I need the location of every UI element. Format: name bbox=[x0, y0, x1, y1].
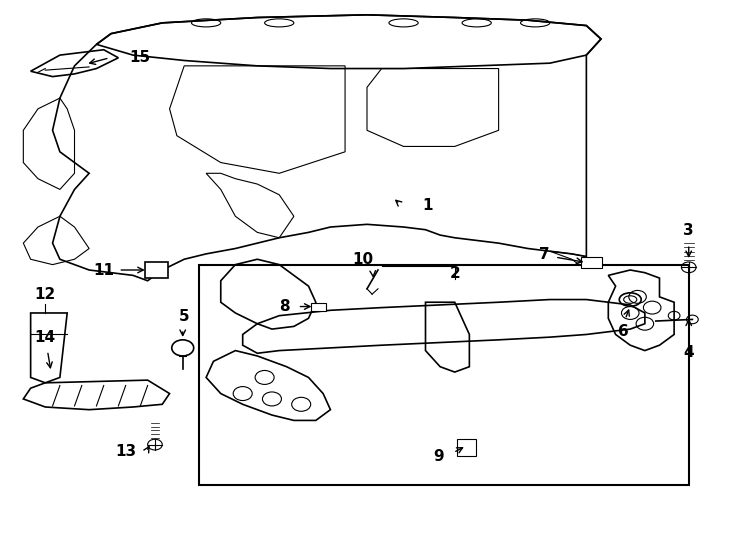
Text: 6: 6 bbox=[617, 323, 628, 339]
FancyBboxPatch shape bbox=[311, 303, 326, 311]
FancyBboxPatch shape bbox=[581, 256, 603, 268]
Text: 9: 9 bbox=[433, 449, 444, 464]
Text: 3: 3 bbox=[683, 223, 694, 238]
Text: 10: 10 bbox=[353, 252, 374, 267]
Text: 15: 15 bbox=[129, 50, 150, 65]
Text: 13: 13 bbox=[115, 444, 137, 459]
Text: 11: 11 bbox=[94, 262, 115, 278]
FancyBboxPatch shape bbox=[457, 439, 476, 456]
Text: 7: 7 bbox=[539, 247, 550, 262]
FancyBboxPatch shape bbox=[145, 262, 168, 278]
Text: 8: 8 bbox=[280, 299, 290, 314]
FancyBboxPatch shape bbox=[199, 265, 688, 485]
Text: 2: 2 bbox=[449, 266, 460, 281]
Text: 1: 1 bbox=[422, 198, 432, 213]
Text: 12: 12 bbox=[34, 287, 56, 302]
Text: 4: 4 bbox=[683, 345, 694, 360]
Text: 14: 14 bbox=[34, 330, 56, 345]
Text: 5: 5 bbox=[179, 309, 189, 323]
